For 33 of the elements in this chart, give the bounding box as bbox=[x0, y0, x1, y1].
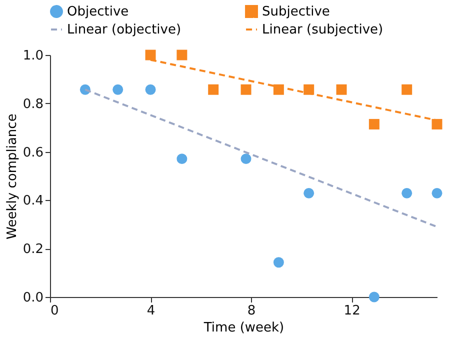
legend-label: Subjective bbox=[262, 4, 330, 20]
legend-label: Objective bbox=[67, 4, 129, 20]
y-tick-label: 0.0 bbox=[22, 290, 44, 306]
point bbox=[240, 84, 252, 95]
y-tick-label: 0.8 bbox=[22, 96, 44, 112]
point bbox=[273, 257, 284, 268]
point bbox=[304, 188, 314, 198]
point bbox=[176, 154, 188, 164]
point bbox=[145, 84, 156, 95]
x-tick-label: 12 bbox=[344, 304, 360, 318]
y-tick-label: 0.4 bbox=[22, 194, 44, 209]
x-axis-title: Time (week) bbox=[202, 320, 284, 336]
point bbox=[112, 84, 124, 95]
point bbox=[336, 84, 347, 95]
y-tick-label: 0.6 bbox=[22, 145, 44, 160]
point bbox=[208, 84, 219, 95]
x-tick-label: 8 bbox=[247, 304, 256, 318]
point bbox=[432, 118, 442, 130]
x-tick-label: 4 bbox=[146, 304, 156, 318]
x-tick-label: 0 bbox=[50, 304, 59, 318]
point bbox=[432, 188, 442, 198]
y-tick-label: 0.2 bbox=[22, 242, 44, 258]
point bbox=[402, 84, 412, 95]
legend-label: Linear (objective) bbox=[67, 22, 182, 38]
point bbox=[368, 292, 380, 302]
point bbox=[402, 188, 412, 198]
point bbox=[145, 50, 156, 60]
y-axis-title: Weekly compliance bbox=[4, 114, 20, 240]
point bbox=[176, 50, 188, 60]
point bbox=[240, 154, 252, 164]
point bbox=[368, 118, 380, 130]
y-tick-label: 1.0 bbox=[22, 48, 44, 64]
legend-label: Linear (subjective) bbox=[262, 22, 384, 38]
